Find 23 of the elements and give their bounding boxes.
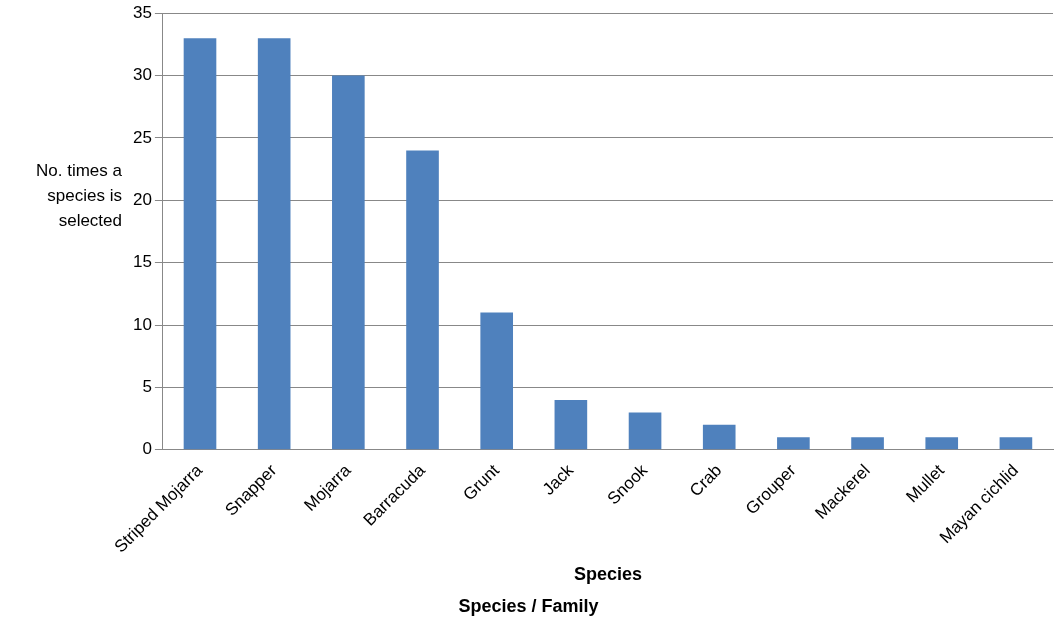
bar [332, 75, 365, 450]
bar [925, 437, 959, 450]
bar [999, 437, 1033, 450]
bar [406, 150, 439, 450]
x-axis-title: Species [573, 564, 642, 585]
y-tick-label: 15 [132, 252, 152, 272]
bar [628, 412, 662, 450]
y-tick-label: 30 [132, 65, 152, 85]
text: Species / Family [457, 596, 600, 617]
bar [183, 38, 217, 450]
y-tick-label: 35 [132, 2, 152, 22]
bar [480, 312, 514, 450]
bar [851, 437, 884, 450]
y-tick-label: 25 [132, 127, 152, 147]
y-tick-label: 5 [142, 377, 152, 397]
y-tick-label: 0 [142, 439, 152, 459]
bar [554, 399, 588, 450]
bar [777, 437, 810, 450]
bar [702, 424, 736, 450]
y-tick-label: 20 [132, 190, 152, 209]
y-axis-title: No. times a species is selected [35, 160, 122, 232]
y-tick-label: 10 [132, 314, 152, 334]
bar [257, 38, 291, 450]
